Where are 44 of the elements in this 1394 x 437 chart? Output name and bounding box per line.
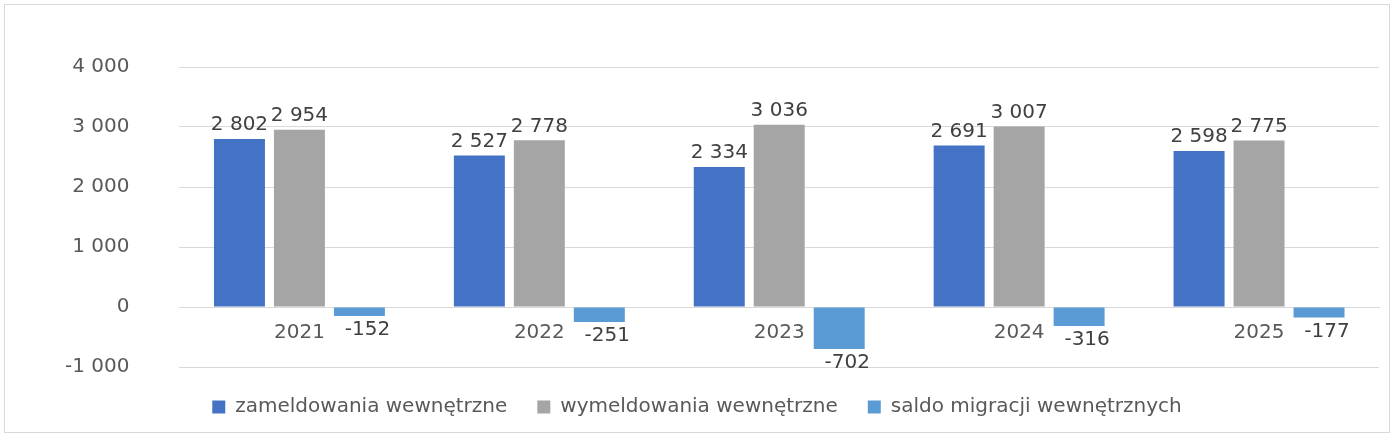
legend-label: wymeldowania wewnętrzne	[560, 393, 838, 418]
data-label: 2 954	[270, 101, 329, 126]
x-tick-label: 2024	[993, 319, 1045, 344]
bar	[1173, 151, 1225, 307]
y-tick-label: -1 000	[64, 353, 130, 378]
bar	[273, 129, 325, 307]
legend-label: zameldowania wewnętrzne	[235, 393, 508, 418]
data-label: -177	[1304, 317, 1350, 342]
bar	[993, 126, 1045, 307]
bar	[753, 124, 805, 307]
data-label: -251	[584, 322, 630, 347]
x-tick-label: 2023	[753, 319, 805, 344]
data-label: 3 007	[990, 98, 1048, 123]
y-tick-label: 3 000	[72, 113, 130, 138]
bar	[1053, 307, 1105, 326]
bar	[513, 140, 565, 307]
data-label: 3 036	[750, 97, 808, 122]
x-tick-label: 2022	[513, 319, 565, 344]
bar	[813, 307, 865, 350]
data-label: 2 775	[1230, 112, 1288, 137]
bar	[1293, 307, 1345, 318]
bar	[933, 145, 985, 307]
bar	[333, 307, 385, 317]
y-tick-label: 2 000	[72, 173, 130, 198]
bar	[213, 138, 265, 307]
data-label: -702	[824, 349, 870, 374]
bar	[573, 307, 625, 323]
data-label: -152	[344, 316, 391, 341]
bar	[453, 155, 505, 307]
data-label: 2 691	[930, 117, 988, 142]
x-tick-label: 2025	[1233, 319, 1285, 344]
legend-label: saldo migracji wewnętrznych	[890, 393, 1182, 418]
data-label: -316	[1064, 326, 1110, 351]
data-label: 2 778	[510, 112, 568, 137]
bar	[1233, 140, 1285, 307]
y-tick-label: 1 000	[72, 233, 130, 258]
y-tick-label: 0	[116, 293, 130, 318]
data-label: 2 802	[210, 111, 269, 136]
data-label: 2 527	[450, 127, 508, 152]
bar	[693, 166, 745, 307]
y-tick-label: 4 000	[72, 53, 130, 78]
data-label: 2 334	[690, 139, 748, 164]
x-tick-label: 2021	[273, 319, 325, 344]
data-label: 2 598	[1170, 123, 1228, 148]
